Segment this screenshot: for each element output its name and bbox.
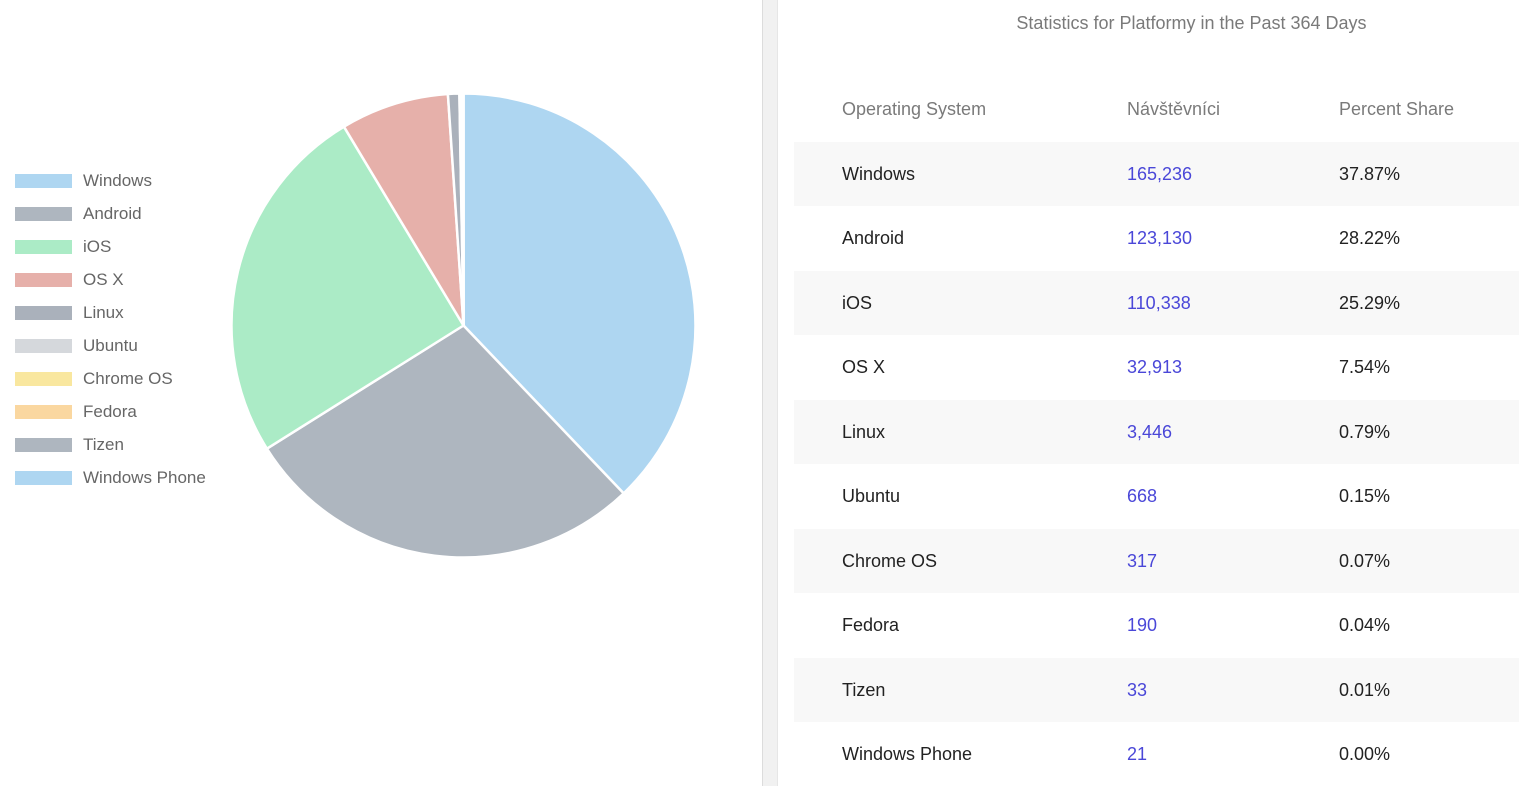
legend-label: Ubuntu (83, 336, 138, 356)
table-header-row: Operating System Návštěvníci Percent Sha… (794, 77, 1519, 141)
legend-item-fedora[interactable]: Fedora (15, 395, 230, 428)
visitors-link[interactable]: 33 (1127, 680, 1147, 701)
os-cell: OS X (842, 357, 885, 378)
legend-item-windows[interactable]: Windows (15, 164, 230, 197)
visitors-link[interactable]: 165,236 (1127, 164, 1192, 185)
table-row: Android 123,130 28.22% (794, 207, 1519, 271)
os-cell: Windows Phone (842, 744, 972, 765)
visitors-link[interactable]: 21 (1127, 744, 1147, 765)
share-cell: 7.54% (1339, 357, 1390, 378)
legend-item-tizen[interactable]: Tizen (15, 428, 230, 461)
os-cell: Fedora (842, 615, 899, 636)
stats-panel: Statistics for Platformy in the Past 364… (794, 0, 1519, 786)
visitors-link[interactable]: 110,338 (1127, 293, 1191, 314)
share-cell: 0.01% (1339, 680, 1390, 701)
share-cell: 0.79% (1339, 422, 1390, 443)
visitors-link[interactable]: 32,913 (1127, 357, 1182, 378)
legend-label: Chrome OS (83, 369, 173, 389)
legend-swatch (15, 405, 72, 419)
legend-label: iOS (83, 237, 111, 257)
legend-item-android[interactable]: Android (15, 197, 230, 230)
stats-title: Statistics for Platformy in the Past 364… (794, 13, 1519, 34)
panel-divider (762, 0, 778, 786)
pie-chart (220, 82, 707, 569)
legend-item-windows-phone[interactable]: Windows Phone (15, 461, 230, 494)
legend-swatch (15, 207, 72, 221)
chart-legend: Windows Android iOS OS X Linux Ubuntu Chrome O… (15, 164, 230, 494)
visitors-link[interactable]: 668 (1127, 486, 1157, 507)
legend-label: Windows Phone (83, 468, 206, 488)
legend-item-os-x[interactable]: OS X (15, 263, 230, 296)
share-cell: 25.29% (1339, 293, 1400, 314)
os-cell: Ubuntu (842, 486, 900, 507)
os-cell: Windows (842, 164, 915, 185)
legend-label: Android (83, 204, 142, 224)
legend-label: Linux (83, 303, 124, 323)
table-row: Chrome OS 317 0.07% (794, 529, 1519, 593)
table-row: OS X 32,913 7.54% (794, 336, 1519, 400)
legend-swatch (15, 471, 72, 485)
table-row: Linux 3,446 0.79% (794, 400, 1519, 464)
header-visitors: Návštěvníci (1127, 99, 1220, 120)
legend-label: OS X (83, 270, 124, 290)
legend-swatch (15, 240, 72, 254)
visitors-link[interactable]: 3,446 (1127, 422, 1172, 443)
os-cell: Chrome OS (842, 551, 937, 572)
share-cell: 28.22% (1339, 228, 1400, 249)
legend-swatch (15, 174, 72, 188)
table-row: Ubuntu 668 0.15% (794, 465, 1519, 529)
visitors-link[interactable]: 317 (1127, 551, 1157, 572)
legend-swatch (15, 438, 72, 452)
legend-swatch (15, 273, 72, 287)
table-row: Tizen 33 0.01% (794, 658, 1519, 722)
legend-swatch (15, 306, 72, 320)
share-cell: 0.15% (1339, 486, 1390, 507)
legend-item-ubuntu[interactable]: Ubuntu (15, 329, 230, 362)
table-row: Windows Phone 21 0.00% (794, 723, 1519, 787)
legend-item-linux[interactable]: Linux (15, 296, 230, 329)
share-cell: 0.00% (1339, 744, 1390, 765)
table-row: iOS 110,338 25.29% (794, 271, 1519, 335)
share-cell: 37.87% (1339, 164, 1400, 185)
legend-swatch (15, 372, 72, 386)
legend-label: Windows (83, 171, 152, 191)
share-cell: 0.07% (1339, 551, 1390, 572)
chart-panel: Windows Android iOS OS X Linux Ubuntu Chrome O… (0, 0, 762, 786)
legend-item-ios[interactable]: iOS (15, 230, 230, 263)
legend-label: Tizen (83, 435, 124, 455)
visitors-link[interactable]: 123,130 (1127, 228, 1192, 249)
table-row: Fedora 190 0.04% (794, 594, 1519, 658)
legend-swatch (15, 339, 72, 353)
os-cell: Tizen (842, 680, 885, 701)
table-row: Windows 165,236 37.87% (794, 142, 1519, 206)
share-cell: 0.04% (1339, 615, 1390, 636)
legend-label: Fedora (83, 402, 137, 422)
header-percent-share: Percent Share (1339, 99, 1454, 120)
os-cell: Linux (842, 422, 885, 443)
header-operating-system: Operating System (842, 99, 986, 120)
visitors-link[interactable]: 190 (1127, 615, 1157, 636)
legend-item-chrome-os[interactable]: Chrome OS (15, 362, 230, 395)
os-cell: Android (842, 228, 904, 249)
os-cell: iOS (842, 293, 872, 314)
